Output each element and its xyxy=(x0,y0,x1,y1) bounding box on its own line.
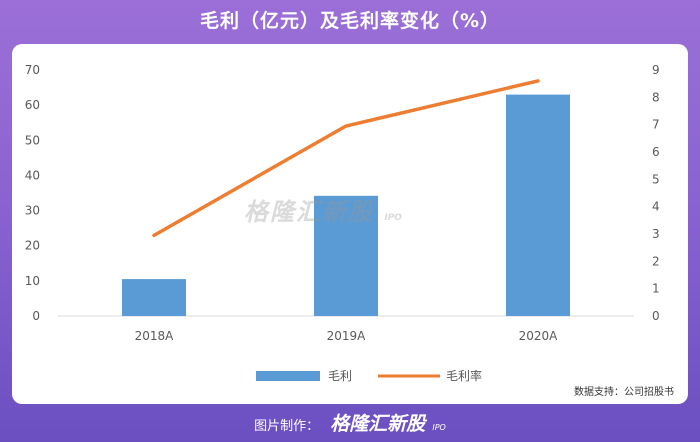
y-right-tick-label: 9 xyxy=(652,63,660,77)
bar-gross-profit xyxy=(506,94,570,316)
y-left-tick-label: 60 xyxy=(25,98,40,112)
legend-bar-label: 毛利 xyxy=(328,369,352,383)
y-left-tick-label: 70 xyxy=(25,63,40,77)
x-tick-label: 2018A xyxy=(135,329,175,343)
footer-brand: 格隆汇新股 xyxy=(330,413,426,435)
watermark-sub: IPO xyxy=(384,213,402,223)
y-right-tick-label: 3 xyxy=(652,227,660,241)
y-right-tick-label: 2 xyxy=(652,254,660,268)
y-right-tick-label: 4 xyxy=(652,200,660,214)
footer: 图片制作： 格隆汇新股 IPO xyxy=(0,410,700,438)
legend: 毛利 毛利率 xyxy=(256,368,482,383)
x-tick-label: 2020A xyxy=(519,329,559,343)
chart-panel: 0 10 20 30 40 50 60 70 0 1 2 3 4 5 6 7 8 9 2018A 2019A 2020A… xyxy=(12,44,688,404)
y-left-tick-label: 40 xyxy=(25,168,40,182)
y-left-tick-label: 0 xyxy=(32,309,40,323)
y-left-tick-label: 30 xyxy=(25,204,40,218)
x-tick-label: 2019A xyxy=(327,329,367,343)
y-left-tick-label: 50 xyxy=(25,133,40,147)
y-left-tick-label: 10 xyxy=(25,274,40,288)
source-note: 数据支持：公司招股书 xyxy=(574,387,674,398)
y-left-tick-label: 20 xyxy=(25,239,40,253)
watermark: 格隆汇新股 IPO xyxy=(244,192,402,227)
legend-bar-swatch xyxy=(256,371,320,381)
y-right-tick-label: 5 xyxy=(652,172,660,186)
y-right-tick-label: 6 xyxy=(652,145,660,159)
watermark-brand: 格隆汇新股 xyxy=(244,198,374,226)
footer-made-by: 图片制作： xyxy=(254,419,320,434)
y-right-tick-label: 1 xyxy=(652,282,660,296)
y-right-tick-label: 0 xyxy=(652,309,660,323)
y-right-tick-label: 7 xyxy=(652,118,660,132)
y-right-tick-label: 8 xyxy=(652,90,660,104)
chart-title: 毛利（亿元）及毛利率变化（%） xyxy=(199,10,501,32)
legend-line-label: 毛利率 xyxy=(446,368,482,383)
combo-chart: 0 10 20 30 40 50 60 70 0 1 2 3 4 5 6 7 8 9 2018A 2019A 2020A… xyxy=(25,63,660,383)
bar-gross-profit xyxy=(314,195,378,316)
bar-gross-profit xyxy=(122,279,186,316)
footer-sub: IPO xyxy=(432,423,446,432)
